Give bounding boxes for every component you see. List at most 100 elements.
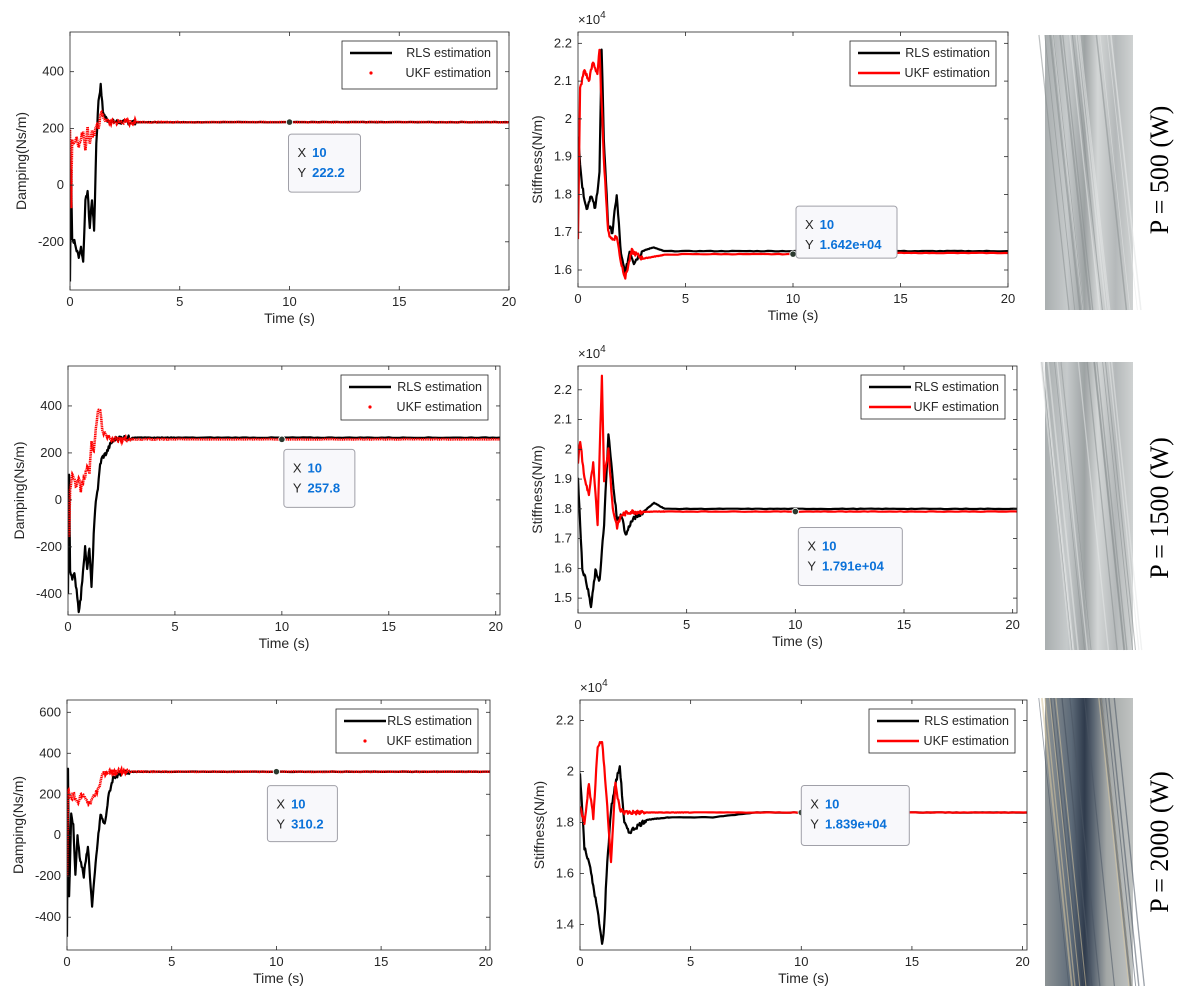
datatip-x-row: X 10 [276,797,305,812]
legend-entry: UKF estimation [905,66,990,80]
legend-entry: RLS estimation [924,714,1009,728]
axes-box [67,365,501,616]
series-group [70,82,509,282]
y-tick-label: -200 [35,868,61,883]
datatip-x-key: X [810,797,819,812]
y-tick-label: 2 [567,763,574,778]
datatip-marker [272,768,281,776]
datatip-y-key: Y [807,559,816,574]
x-tick-label: 0 [574,617,581,632]
datatip-x-key: X [298,145,307,160]
datatip: X 10 Y 257.8 [278,435,356,508]
datatip-box [800,785,910,846]
y-tick-label: 200 [39,786,61,801]
x-tick-label: 0 [574,291,581,306]
chart-panel-1: 0 5 10 15 20 -200 0 200 400 Time (s) Damping(Ns/m)… [13,31,516,326]
x-tick-label: 15 [897,617,911,632]
legend-marker-ukf [369,71,373,75]
x-axis-label: Time (s) [253,970,304,986]
y-tick-label: 600 [39,704,61,719]
photo-streak [1050,697,1082,987]
photo-streak [1069,34,1101,311]
legend: RLS estimation UKF estimation [860,374,1006,420]
datatip-x-value: 10 [820,217,834,232]
y-multiplier: ×104 [578,344,606,361]
photo-streak [1049,34,1082,311]
y-axis-label: Stiffness(N/m) [529,115,545,203]
x-tick-label: 10 [275,619,289,634]
datatip-y-value: 310.2 [291,817,324,832]
photos-layer: P = 500 (W) P = 1500 (W) P = 2000 (W) [1038,34,1174,987]
datatip-x-value: 10 [312,145,326,160]
x-tick-label: 5 [687,954,694,969]
photo-streak [1049,34,1080,311]
axes-box [579,699,1028,951]
datatip: X 10 Y 310.2 [266,768,338,843]
x-tick-label: 5 [171,619,178,634]
weld-photo-1 [1038,34,1142,311]
series-ukf-line [578,374,1017,530]
y-tick-label: 1.7 [554,531,572,546]
chart-panel-5: 0 5 10 15 20 -400 -200 0 200 400 600 Time (s) Dampin… [10,699,493,986]
x-tick-label: 20 [1015,954,1029,969]
photo-streak [1060,361,1092,651]
photo-streak [1040,697,1073,987]
photo-streak [1104,361,1137,651]
y-tick-label: -400 [36,586,62,601]
datatip-box [283,448,356,508]
y-tick-label: 1.8 [556,814,574,829]
datatip-y-row: Y 1.839e+04 [810,817,887,832]
x-tick-label: 10 [269,954,283,969]
legend-entry: RLS estimation [914,380,999,394]
y-axis-label: Damping(Ns/m) [13,112,29,210]
y-tick-label: 2 [565,111,572,126]
y-tick-label: 2.2 [556,712,574,727]
legend: RLS estimation UKF estimation [340,374,489,421]
power-label: P = 2000 (W) [1145,771,1174,913]
datatip-y-row: Y 310.2 [276,817,323,832]
x-tick-label: 5 [682,291,689,306]
y-axis-label: Damping(Ns/m) [11,441,27,539]
x-tick-label: 0 [576,954,583,969]
datatip-box [266,785,338,843]
legend-marker-ukf [363,739,367,743]
legend: RLS estimation UKF estimation [849,40,997,87]
datatip-x-row: X 10 [298,145,327,160]
datatip-y-row: Y 257.8 [293,480,340,495]
datatip-y-row: Y 1.642e+04 [805,237,882,252]
y-axis-label: Stiffness(N/m) [529,445,545,533]
x-tick-label: 15 [893,291,907,306]
y-axis-label: Damping(Ns/m) [10,776,26,874]
x-tick-label: 20 [479,954,493,969]
y-tick-label: 400 [40,398,62,413]
datatip-box [797,527,903,587]
chart-panel-3: 0 5 10 15 20 -400 -200 0 200 400 Time (s) Damping(N… [11,365,503,651]
photo-streak [1054,361,1085,651]
datatip-box [795,205,898,259]
x-tick-label: 10 [786,291,800,306]
datatip-x-value: 10 [825,797,839,812]
y-tick-label: 1.8 [554,186,572,201]
photo-streak [1099,697,1132,987]
datatip-x-value: 10 [822,539,836,554]
datatip-y-value: 257.8 [308,480,341,495]
photo-streak [1095,34,1128,311]
datatip-y-value: 1.839e+04 [825,817,888,832]
y-tick-label: 1.6 [554,262,572,277]
legend-box [849,40,997,87]
datatip-y-row: Y 1.791e+04 [807,559,884,574]
legend-entry: UKF estimation [914,400,999,414]
photo-streak [1077,34,1110,311]
photo-streak [1113,697,1145,987]
chart-panel-2: 0 5 10 15 20 1.6 1.7 1.8 1.9 2 2.1 2.2 Time (s) Stiff… [529,10,1015,323]
photo-streak [1040,361,1072,651]
y-multiplier: ×104 [580,678,608,695]
x-tick-label: 5 [168,954,175,969]
photo-streak [1049,697,1081,987]
x-tick-label: 10 [282,294,296,309]
photo-streak [1099,34,1131,311]
axes-box [66,699,491,951]
x-tick-label: 0 [63,954,70,969]
photo-streak [1071,34,1103,311]
